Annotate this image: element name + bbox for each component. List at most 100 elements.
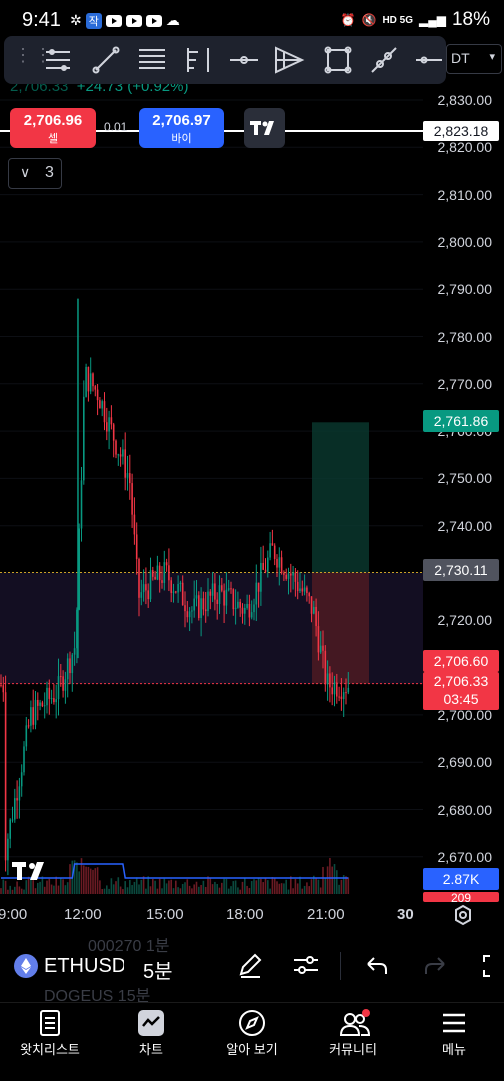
volume-bar xyxy=(147,876,149,894)
symbol-pill[interactable]: DT ▾ xyxy=(446,44,502,74)
undo-icon[interactable] xyxy=(364,954,388,978)
volume-bar xyxy=(333,864,336,894)
volume-bar xyxy=(145,888,147,894)
volume-bar xyxy=(175,880,177,894)
candle-body xyxy=(94,386,97,390)
status-bar: 9:41 ✲ 작 ☁ ⏰ 🔇 HD 5G ▂▄▆ 18% xyxy=(0,0,504,42)
pitchfork-icon[interactable] xyxy=(180,44,212,76)
symbol-name-button[interactable]: ETHUSD xyxy=(44,955,124,977)
candle-body xyxy=(232,589,235,610)
horizontal-line-icon[interactable] xyxy=(414,44,444,76)
volume-bar xyxy=(262,882,264,894)
candle-body xyxy=(165,562,168,566)
volume-bar xyxy=(338,884,340,894)
volume-bar xyxy=(23,889,25,894)
crosshair-price-label: 2,823.18 xyxy=(423,121,499,141)
candle-body xyxy=(129,473,131,484)
youtube-icon xyxy=(145,14,162,27)
candle-body xyxy=(269,543,271,558)
volume-bar xyxy=(336,870,338,894)
volume-bar xyxy=(14,886,16,894)
rectangle-icon[interactable] xyxy=(322,44,354,76)
candle-body xyxy=(333,682,336,695)
volume-bar xyxy=(66,882,69,894)
candle-body xyxy=(34,699,37,725)
candle-body xyxy=(209,591,212,596)
sell-button[interactable]: 2,706.96 셀 xyxy=(10,108,96,148)
price-chart[interactable] xyxy=(0,84,504,930)
mute-icon: 🔇 xyxy=(361,13,377,27)
candle-body xyxy=(181,582,184,606)
trend-line-icon[interactable] xyxy=(90,44,122,76)
volume-bar xyxy=(237,887,239,894)
last-price-value: 2,706.33 xyxy=(433,673,489,689)
drawing-pen-icon[interactable] xyxy=(236,951,264,979)
volume-bar xyxy=(267,880,269,894)
volume-bar xyxy=(184,882,186,894)
symbol-pill-text: DT xyxy=(451,50,470,66)
candle-body xyxy=(216,599,218,605)
candle-body xyxy=(48,687,51,699)
candle-body xyxy=(285,574,287,579)
indicators-sliders-icon[interactable] xyxy=(292,952,320,978)
volume-bar xyxy=(253,879,255,894)
candle-body xyxy=(27,725,30,727)
horizontal-ray-icon[interactable] xyxy=(228,44,260,76)
volume-bar xyxy=(271,877,274,894)
volume-bar xyxy=(218,887,221,894)
candle-body xyxy=(230,588,232,590)
volume-bar xyxy=(273,878,276,894)
indicators-collapse-button[interactable]: ∨ 3 xyxy=(8,158,62,189)
candle-body xyxy=(92,373,94,387)
volume-bar xyxy=(96,867,99,894)
price-tick: 2,790.00 xyxy=(437,281,493,298)
youtube-icon xyxy=(125,14,142,27)
candle-body xyxy=(207,591,209,612)
candle-body xyxy=(276,558,278,568)
candle-body xyxy=(46,687,48,706)
candle-body xyxy=(168,565,170,581)
candle-body xyxy=(177,584,179,593)
path-icon[interactable] xyxy=(368,44,400,76)
ghost-watchlist-row: DOGEUS 15분 xyxy=(44,988,151,1005)
pattern-icon[interactable] xyxy=(272,44,306,76)
parallel-channel-icon[interactable] xyxy=(136,44,168,76)
symbol-toolbar: 000270 1분 DOGEUS 15분 ETHUSD 5분 xyxy=(0,930,504,1005)
price-scale[interactable]: 2,830.00 2,820.00 2,810.00 2,800.00 2,790.00… xyxy=(423,84,504,904)
nav-label: 차트 xyxy=(139,1042,163,1057)
drawing-toolbar: ⋮⋮ xyxy=(4,36,446,84)
volume-bar xyxy=(99,880,101,894)
volume-bar xyxy=(78,871,80,894)
fib-retracement-icon[interactable] xyxy=(42,44,74,76)
volume-bar xyxy=(117,877,120,894)
volume-bar xyxy=(129,880,131,894)
tradingview-button[interactable] xyxy=(244,108,285,148)
watchlist-icon xyxy=(40,1010,60,1036)
volume-bar xyxy=(324,878,327,894)
volume-bar xyxy=(48,878,51,894)
volume-bar xyxy=(170,879,172,894)
candle-body xyxy=(175,591,177,593)
volume-bar xyxy=(250,881,253,894)
drag-handle-icon[interactable]: ⋮⋮ xyxy=(14,45,54,65)
volume-bar xyxy=(43,886,46,894)
candle-body xyxy=(11,819,14,821)
candle-body xyxy=(9,819,11,839)
candle-body xyxy=(32,707,34,725)
candle-body xyxy=(250,612,253,618)
candle-body xyxy=(214,583,216,600)
date-range-button[interactable]: 30 xyxy=(397,906,414,923)
volume-bar xyxy=(186,879,189,894)
candle-body xyxy=(20,772,23,787)
volume-bar xyxy=(329,857,331,894)
volume-bar xyxy=(55,876,57,894)
candle-body xyxy=(60,676,62,678)
price-tick: 2,690.00 xyxy=(437,754,493,771)
candle-body xyxy=(225,589,228,606)
fullscreen-icon[interactable] xyxy=(480,952,504,980)
settings-gear-icon[interactable] xyxy=(452,904,474,926)
buy-button[interactable]: 2,706.97 바이 xyxy=(139,108,224,148)
interval-button[interactable]: 5분 xyxy=(143,961,173,983)
redo-icon[interactable] xyxy=(424,954,448,978)
ethereum-icon xyxy=(14,954,38,978)
